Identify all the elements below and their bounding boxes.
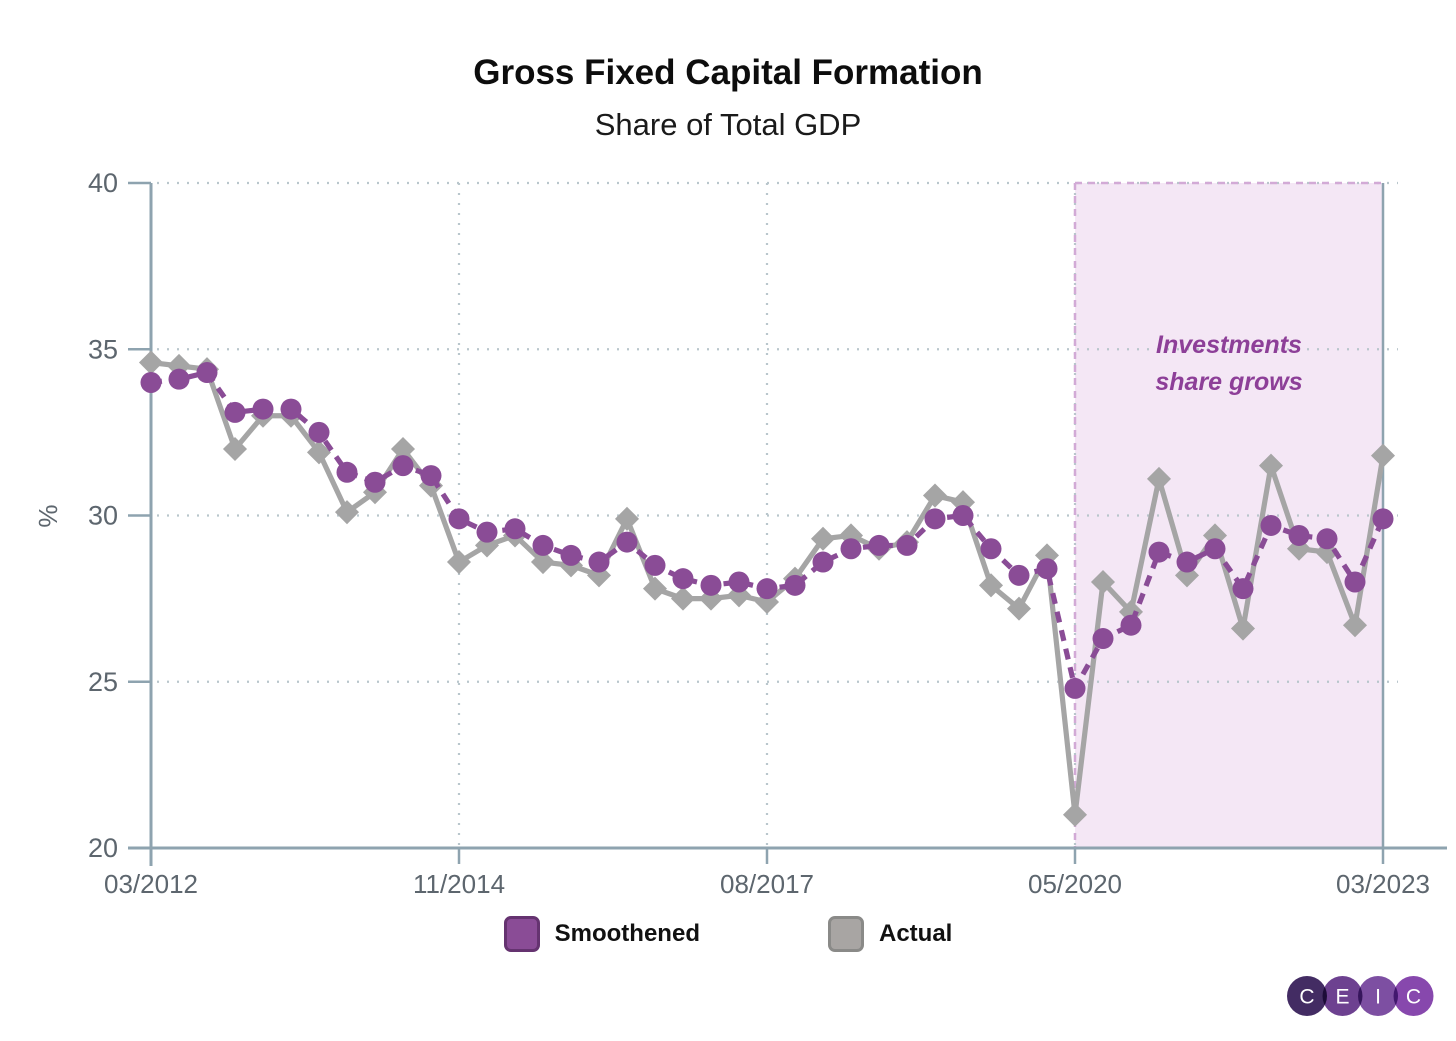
logo-circle [1358, 976, 1398, 1016]
chart-title: Gross Fixed Capital Formation [473, 53, 983, 92]
svg-text:08/2017: 08/2017 [720, 869, 814, 899]
svg-text:%: % [33, 504, 63, 527]
legend-item-smoothened[interactable]: Smoothened [503, 916, 700, 952]
svg-text:03/2023: 03/2023 [1336, 869, 1430, 899]
smoothened-swatch-icon [503, 916, 540, 952]
svg-text:25: 25 [88, 667, 118, 697]
legend: Smoothened Actual [0, 916, 1456, 952]
chart-subtitle: Share of Total GDP [594, 107, 862, 142]
svg-text:E: E [1335, 986, 1349, 1009]
legend-label-smoothened: Smoothened [554, 920, 700, 947]
svg-text:11/2014: 11/2014 [413, 869, 505, 899]
svg-text:20: 20 [88, 833, 118, 863]
actual-swatch-icon [827, 916, 864, 952]
chart-plot-area: 20 25 30 35 40% 03/2012 11/2014 08/2017 05/2020 0… [33, 168, 1447, 899]
svg-text:30: 30 [88, 501, 118, 531]
svg-text:C: C [1406, 986, 1421, 1009]
svg-text:C: C [1299, 986, 1314, 1009]
logo-circle [1287, 976, 1327, 1016]
logo-circle [1393, 976, 1434, 1016]
svg-text:03/2012: 03/2012 [104, 869, 198, 899]
svg-text:05/2020: 05/2020 [1028, 869, 1122, 899]
legend-item-actual[interactable]: Actual [827, 916, 953, 952]
legend-label-actual: Actual [878, 920, 953, 947]
svg-text:Investments: Investments [1156, 331, 1302, 359]
svg-text:share grows: share grows [1155, 368, 1302, 396]
logo-circle [1322, 976, 1363, 1016]
svg-text:35: 35 [88, 334, 118, 364]
svg-text:I: I [1375, 986, 1381, 1009]
svg-text:40: 40 [88, 168, 118, 198]
